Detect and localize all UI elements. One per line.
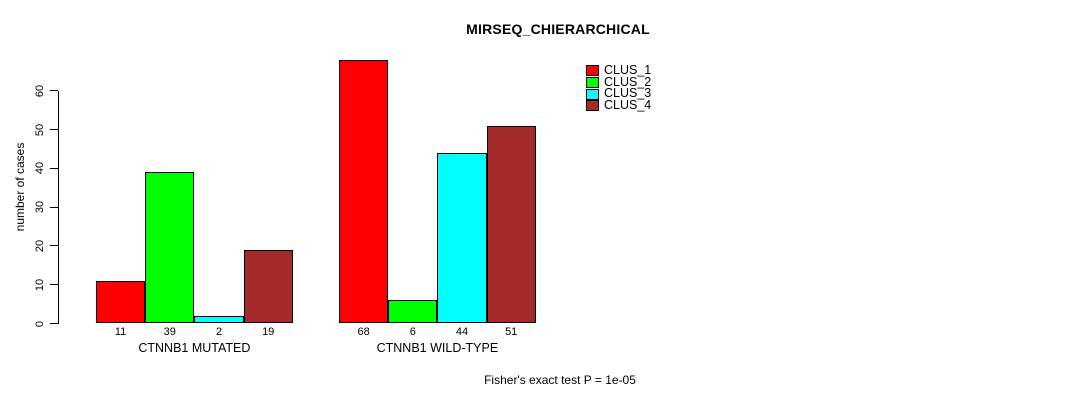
bar-clus_3-2 xyxy=(437,152,487,324)
bar-value-label: 2 xyxy=(215,326,223,338)
group-label: CTNNB1 MUTATED xyxy=(138,341,251,355)
bar-clus_1-1 xyxy=(96,280,146,324)
bar-value-label: 44 xyxy=(455,326,469,338)
legend-label: CLUS_1 xyxy=(604,63,652,77)
y-tick-label: 20 xyxy=(34,239,46,253)
legend-item-clus_3: CLUS_3 xyxy=(586,86,652,101)
bar-value-label: 68 xyxy=(357,326,370,338)
bar-clus_2-1 xyxy=(145,172,195,324)
y-tick-mark xyxy=(50,206,58,208)
y-tick-mark xyxy=(50,129,58,130)
y-tick-mark xyxy=(50,323,58,324)
y-tick-label: 50 xyxy=(34,123,46,136)
legend-swatch-icon xyxy=(586,65,599,77)
y-tick-label: 10 xyxy=(34,278,46,291)
bar-clus_4-1 xyxy=(243,249,293,324)
legend-label: CLUS_4 xyxy=(604,98,652,113)
legend-swatch-icon xyxy=(586,88,599,100)
legend-label: CLUS_3 xyxy=(604,86,652,101)
chart-title: MIRSEQ_CHIERARCHICAL xyxy=(466,21,650,37)
legend-swatch-icon xyxy=(586,77,599,89)
y-tick-label: 30 xyxy=(34,200,46,214)
bar-clus_2-2 xyxy=(388,300,438,324)
y-tick-mark xyxy=(50,284,58,286)
bar-value-label: 51 xyxy=(505,326,518,338)
y-axis-line xyxy=(58,91,59,324)
bar-clus_1-2 xyxy=(339,59,389,324)
y-tick-mark xyxy=(50,245,58,247)
y-tick-label: 0 xyxy=(34,320,46,327)
bar-value-label: 19 xyxy=(262,326,275,338)
legend-item-clus_1: CLUS_1 xyxy=(586,63,652,77)
group-label: CTNNB1 WILD-TYPE xyxy=(376,341,499,355)
legend-item-clus_4: CLUS_4 xyxy=(586,98,652,113)
bar-value-label: 11 xyxy=(114,326,127,338)
legend-label: CLUS_2 xyxy=(604,74,652,89)
y-axis-label: number of cases xyxy=(13,142,27,232)
y-tick-mark xyxy=(50,90,58,92)
legend: CLUS_1 CLUS_2 CLUS_3 CLUS_4 xyxy=(586,63,652,113)
legend-item-clus_2: CLUS_2 xyxy=(586,74,652,89)
bar-clus_4-2 xyxy=(486,125,536,324)
fisher-test-annotation: Fisher's exact test P = 1e-05 xyxy=(484,373,636,387)
bar-clus_3-1 xyxy=(194,315,244,324)
y-tick-label: 60 xyxy=(34,84,46,97)
y-tick-label: 40 xyxy=(34,162,46,175)
y-tick-mark xyxy=(50,167,58,169)
bar-value-label: 6 xyxy=(409,326,416,338)
bar-value-label: 39 xyxy=(163,326,176,338)
legend-swatch-icon xyxy=(586,100,599,112)
